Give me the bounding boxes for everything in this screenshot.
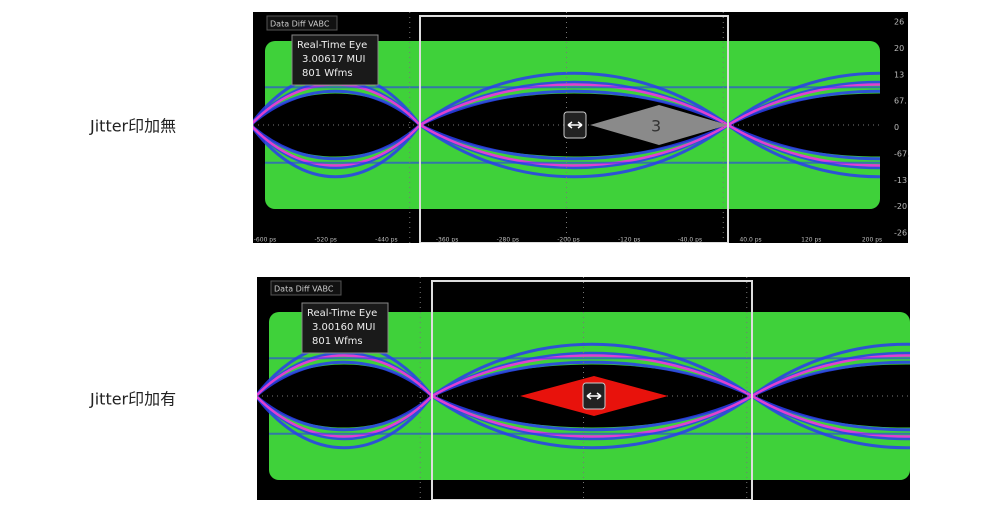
mask-number: 3 [651, 117, 661, 136]
y-axis-label: 67. [894, 97, 907, 106]
ui-box [431, 280, 753, 500]
trace [419, 123, 729, 167]
readout-line: Real-Time Eye [297, 40, 367, 51]
trace [431, 354, 753, 398]
trace [431, 342, 753, 398]
trace [257, 354, 433, 397]
readout-line: 801 Wfms [302, 68, 353, 79]
readout-box [291, 34, 379, 86]
x-axis-label: -120 ps [618, 237, 640, 244]
y-axis-label: 20 [894, 44, 904, 53]
y-axis-label: 13 [894, 70, 904, 79]
trace [727, 123, 880, 179]
y-axis-label: 0 [894, 123, 899, 132]
x-axis-label: -200 ps [557, 237, 579, 244]
eye-panel: 3 Data Diff VABC Real-Time Eye 3.00617 MUI 8… [253, 12, 880, 243]
trace [257, 395, 433, 438]
trace [253, 123, 421, 161]
source-tag [270, 280, 342, 296]
readout-box [301, 302, 389, 354]
trace [727, 83, 880, 127]
eye-opening [257, 364, 432, 428]
trace [419, 83, 729, 127]
x-axis-label: -440 ps [375, 237, 397, 244]
y-axis-label: -20 [894, 202, 907, 211]
x-axis-label: -520 ps [314, 237, 336, 244]
x-axis-label: 120 ps [801, 237, 821, 244]
trace [419, 123, 729, 161]
trace [751, 342, 910, 398]
trace [257, 360, 433, 398]
mask-diamond [590, 105, 728, 145]
source-label: Data Diff VABC [274, 285, 334, 294]
y-axis-label: -26 [894, 229, 907, 238]
y-axis-label: 26 [894, 18, 904, 27]
trace [253, 124, 422, 179]
trace [431, 394, 753, 432]
trace [253, 89, 421, 127]
trace [431, 394, 753, 450]
trace [431, 360, 753, 398]
x-axis-label: 200 ps [862, 237, 882, 244]
axis-strip [880, 12, 908, 243]
trace [431, 394, 753, 438]
trace [419, 89, 729, 127]
trace [727, 89, 880, 127]
caption: Jitter印加無 [89, 117, 176, 136]
x-axis-label: -280 ps [497, 237, 519, 244]
readout-line: 3.00617 MUI [302, 54, 365, 65]
trace [257, 394, 433, 432]
x-axis-label: -600 ps [254, 237, 276, 244]
x-axis-label: -360 ps [436, 237, 458, 244]
trace [727, 123, 880, 161]
x-axis-label: 40.0 ps [739, 237, 761, 244]
trace [751, 394, 910, 438]
readout-line: Real-Time Eye [307, 308, 377, 319]
trace [727, 123, 880, 167]
y-axis-label: -13 [894, 176, 907, 185]
readout-line: 801 Wfms [312, 336, 363, 347]
source-tag [266, 15, 338, 31]
trace [751, 354, 910, 398]
ui-box [419, 15, 729, 243]
trace [419, 123, 729, 179]
trace [751, 360, 910, 398]
trace [751, 394, 910, 450]
y-axis-label: -67. [894, 149, 910, 158]
trace [419, 71, 729, 127]
x-axis-label: -40.0 ps [678, 237, 702, 244]
readout-line: 3.00160 MUI [312, 322, 375, 333]
trace [727, 71, 880, 127]
trace [257, 395, 434, 450]
source-label: Data Diff VABC [270, 20, 330, 29]
caption: Jitter印加有 [89, 390, 176, 409]
trace [253, 124, 421, 167]
eye-opening [253, 93, 420, 157]
mask-icon-arrow [567, 121, 583, 129]
trace [751, 394, 910, 432]
mask-icon-arrow [586, 392, 602, 400]
